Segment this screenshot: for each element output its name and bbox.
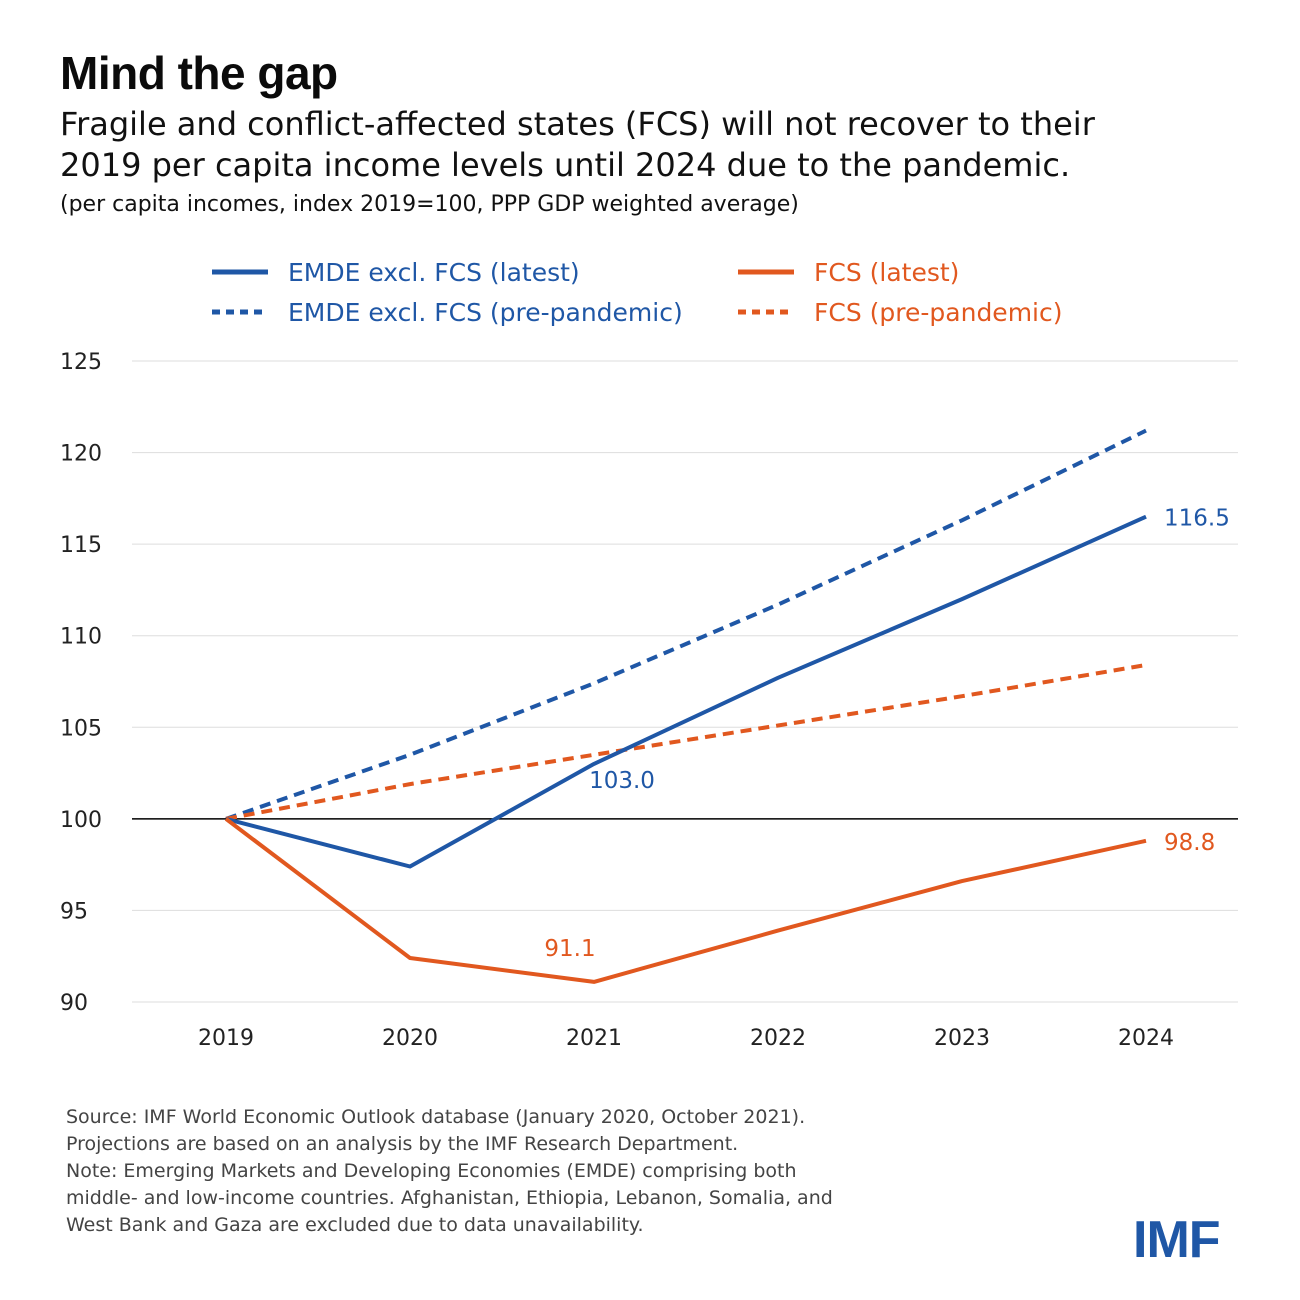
y-axis-tick-labels: 90 95 100 105 110 115 120 125 [60, 350, 102, 1016]
y-tick-label: 120 [60, 442, 102, 467]
footnote-line-2: Projections are based on an analysis by … [66, 1133, 739, 1155]
source-note: Source: IMF World Economic Outlook datab… [66, 1104, 1066, 1239]
line-chart: EMDE excl. FCS (latest) FCS (latest) EMDE … [60, 258, 1238, 1051]
legend-label: EMDE excl. FCS (pre-pandemic) [288, 298, 683, 327]
data-labels: 116.5 103.0 98.8 91.1 [544, 506, 1229, 962]
data-label: 103.0 [589, 768, 655, 794]
x-tick-label: 2022 [750, 1026, 806, 1051]
legend-label: FCS (latest) [814, 258, 959, 287]
y-tick-label: 115 [60, 533, 102, 558]
subtitle-line-1: Fragile and conflict-affected states (FC… [60, 105, 1095, 143]
gridlines [132, 360, 1238, 1003]
subtitle-line-2: 2019 per capita income levels until 2024… [60, 146, 1071, 184]
x-tick-label: 2024 [1118, 1026, 1174, 1051]
x-tick-label: 2023 [934, 1026, 990, 1051]
chart-units-note: (per capita incomes, index 2019=100, PPP… [60, 192, 799, 217]
x-tick-label: 2019 [198, 1026, 254, 1051]
footnote-line-5: West Bank and Gaza are excluded due to d… [66, 1214, 644, 1236]
chart-title: Mind the gap [60, 47, 338, 99]
data-label: 116.5 [1164, 506, 1230, 532]
x-tick-label: 2021 [566, 1026, 622, 1051]
footnote-line-1: Source: IMF World Economic Outlook datab… [66, 1106, 806, 1128]
footnote-line-4: middle- and low-income countries. Afghan… [66, 1187, 833, 1209]
legend-label: FCS (pre-pandemic) [814, 298, 1063, 327]
data-label: 98.8 [1164, 830, 1215, 856]
y-tick-label: 95 [60, 899, 88, 924]
data-label: 91.1 [544, 936, 595, 962]
series-line-4 [225, 663, 1147, 821]
legend-label: EMDE excl. FCS (latest) [288, 258, 580, 287]
series-line-1 [225, 514, 1147, 869]
x-axis-tick-labels: 2019 2020 2021 2022 2023 2024 [198, 1026, 1174, 1051]
series-line-3 [225, 428, 1147, 821]
y-tick-label: 110 [60, 625, 102, 650]
imf-logo: IMF [1133, 1211, 1221, 1269]
footnote-line-3: Note: Emerging Markets and Developing Ec… [66, 1160, 797, 1182]
series-line-2 [224, 817, 1147, 984]
y-tick-label: 90 [60, 991, 88, 1016]
legend: EMDE excl. FCS (latest) FCS (latest) EMDE … [212, 258, 1063, 327]
chart-subtitle: Fragile and conflict-affected states (FC… [60, 104, 1260, 186]
y-tick-label: 125 [60, 350, 102, 375]
x-tick-label: 2020 [382, 1026, 438, 1051]
series-lines [224, 428, 1147, 984]
y-tick-label: 105 [60, 716, 102, 741]
y-tick-label: 100 [60, 808, 102, 833]
